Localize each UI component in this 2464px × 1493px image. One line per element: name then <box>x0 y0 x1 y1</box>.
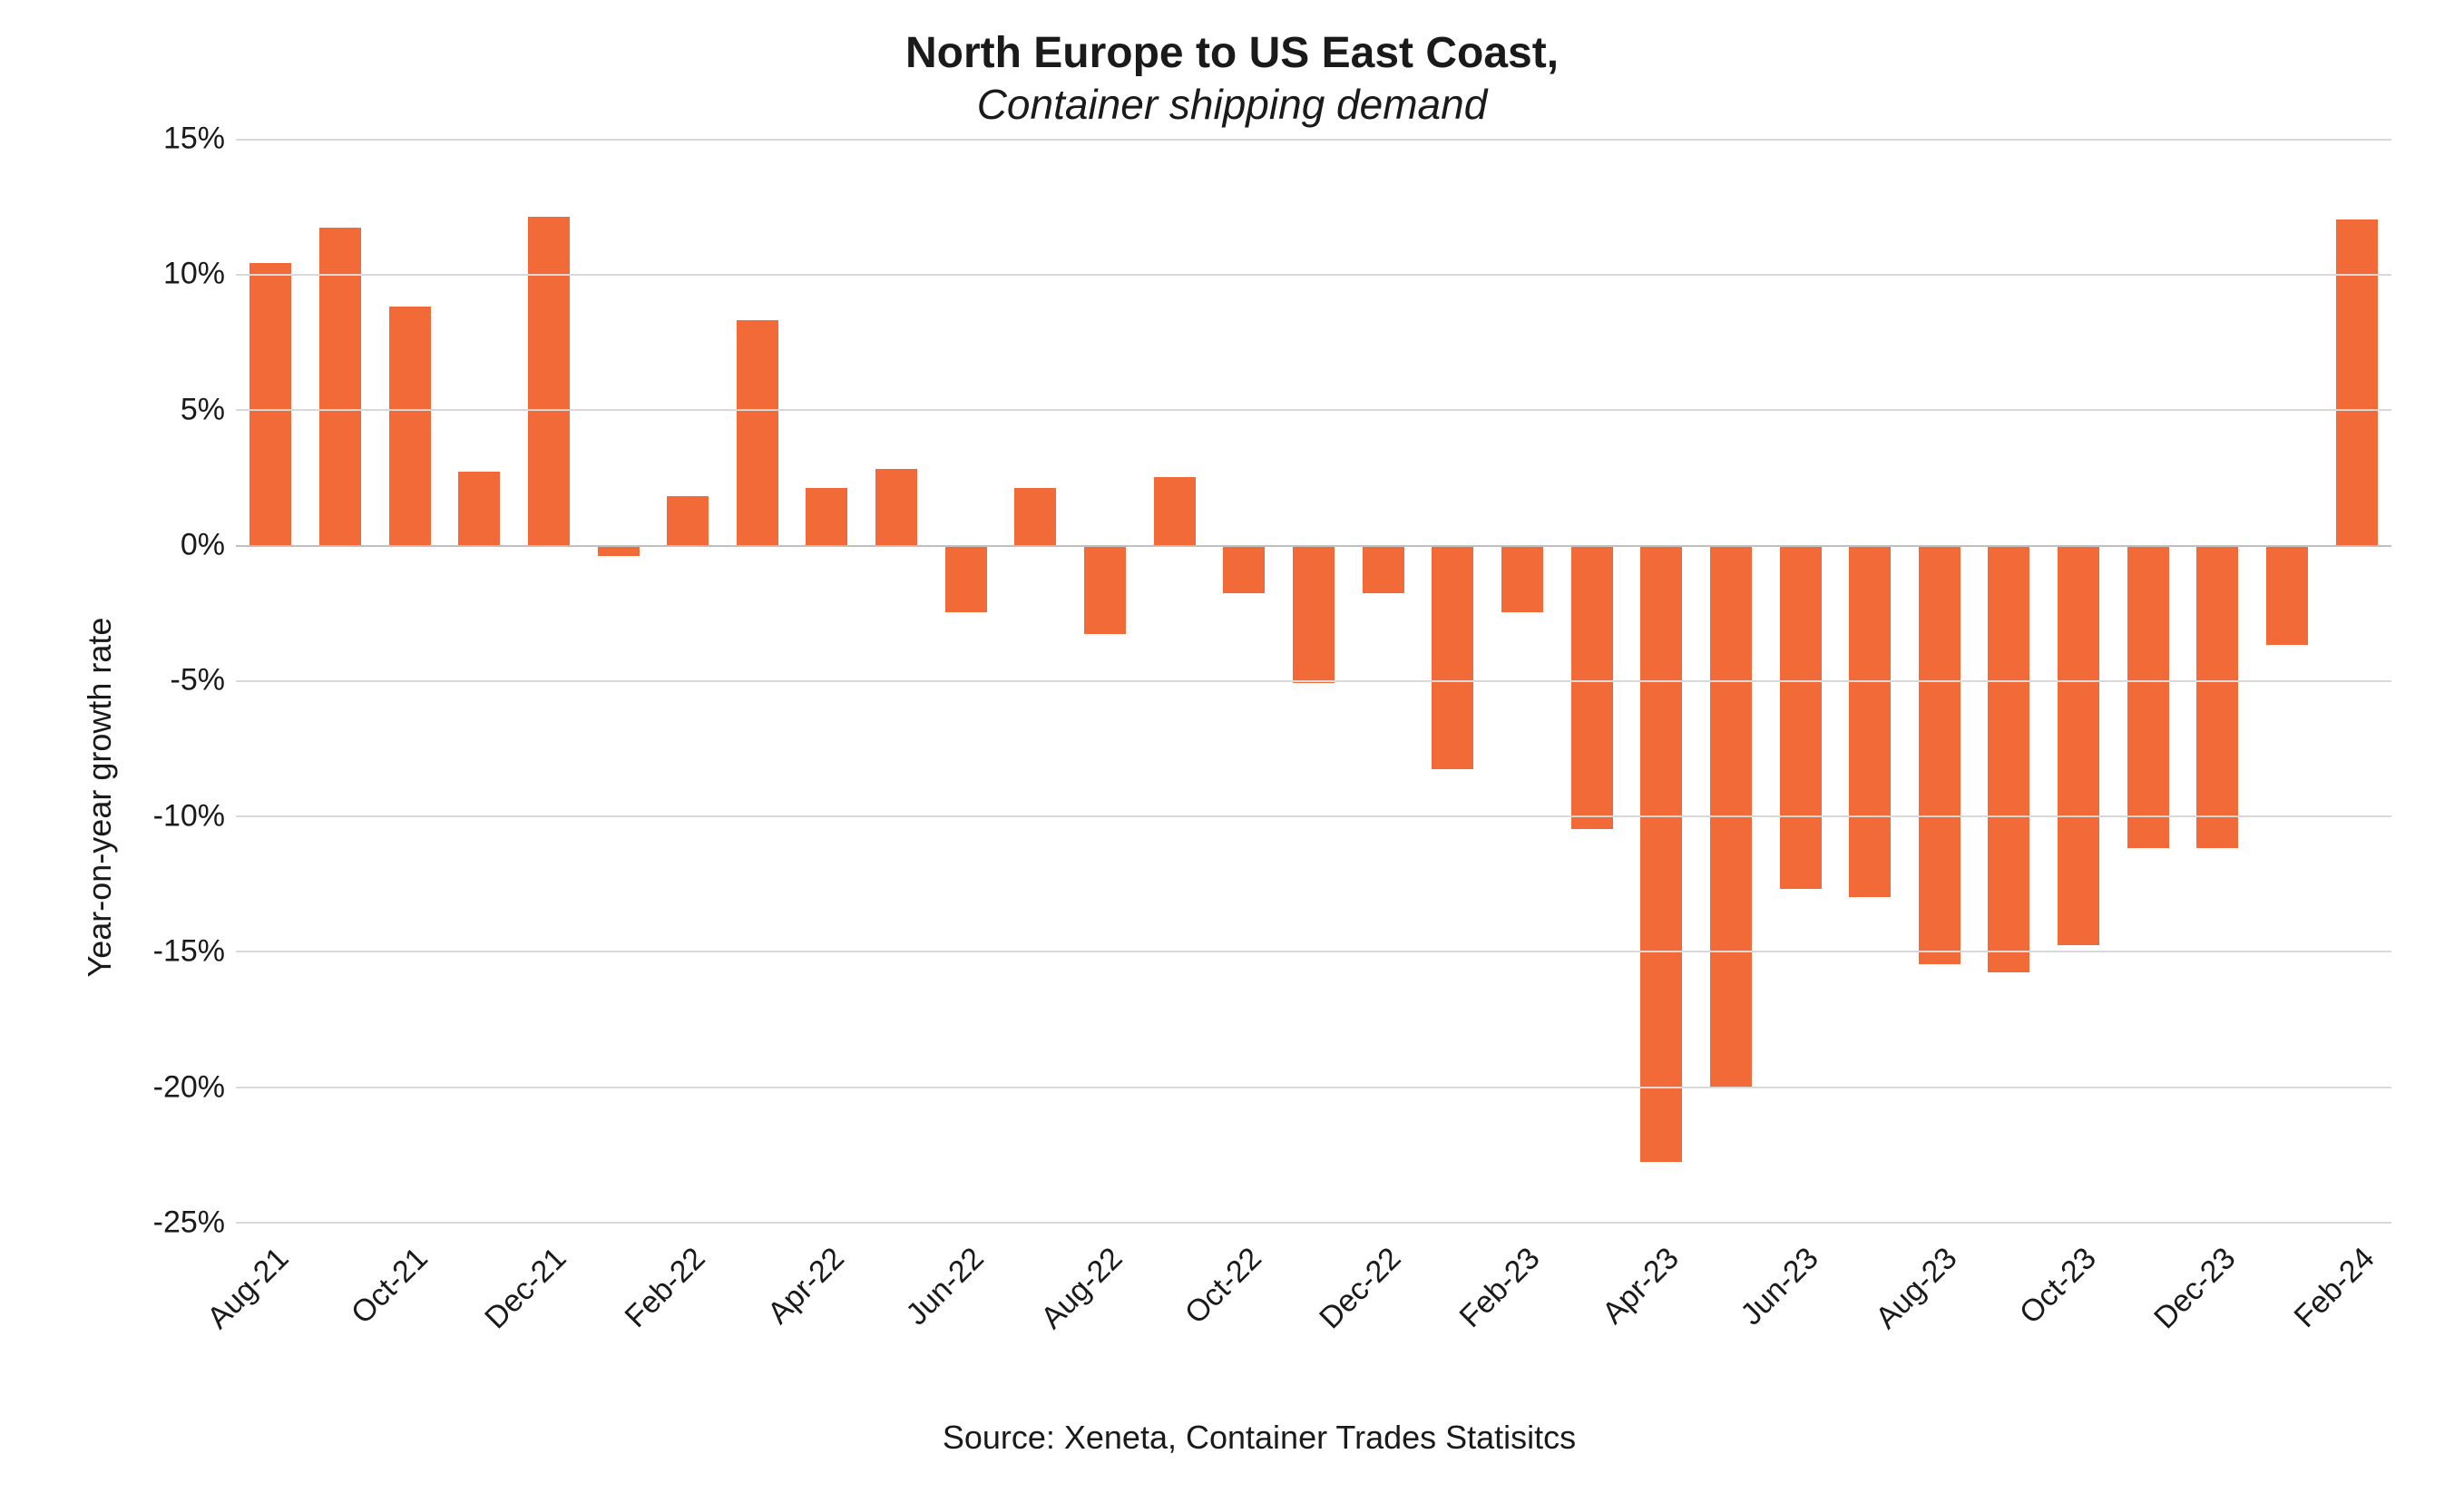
y-axis-tick-label: -10% <box>153 798 225 834</box>
plot-outer: Year-on-year growth rate -25% -20% -15% -10… <box>73 139 2391 1457</box>
bar <box>458 472 500 545</box>
gridline <box>236 815 2391 817</box>
plot-inner: -25%-20%-15%-10%-5%0%5%10%15% Aug-21Oct-… <box>127 139 2391 1457</box>
chart-title-block: North Europe to US East Coast, Container… <box>73 27 2391 130</box>
y-axis-labels: -25%-20%-15%-10%-5%0%5%10%15% <box>127 139 236 1223</box>
x-axis-tick-label: Jun-22 <box>899 1241 991 1332</box>
x-axis-tick-label: Dec-23 <box>2147 1241 2243 1336</box>
y-axis-title-wrap: Year-on-year growth rate <box>73 139 127 1457</box>
x-axis-tick-label: Feb-22 <box>619 1241 713 1335</box>
bar <box>1571 545 1613 829</box>
bar <box>1919 545 1960 965</box>
x-axis-tick-label: Oct-23 <box>2013 1241 2104 1332</box>
y-axis-tick-label: -15% <box>153 934 225 970</box>
bar <box>1223 545 1265 594</box>
gridline <box>236 274 2391 276</box>
y-axis-tick-label: -25% <box>153 1205 225 1241</box>
bar <box>2127 545 2169 848</box>
y-axis-title: Year-on-year growth rate <box>81 618 119 978</box>
gridline <box>236 1087 2391 1088</box>
bar <box>2266 545 2308 645</box>
x-axis-tick-label: Aug-22 <box>1035 1241 1130 1336</box>
bar <box>1780 545 1822 889</box>
x-axis-tick-label: Oct-22 <box>1178 1241 1269 1332</box>
bar <box>2058 545 2099 946</box>
y-axis-tick-label: 5% <box>181 392 225 427</box>
y-axis-tick-label: -5% <box>171 663 225 698</box>
bar <box>1640 545 1682 1163</box>
chart-subtitle: Container shipping demand <box>73 80 2391 130</box>
bar <box>945 545 987 613</box>
x-axis-tick-label: Feb-23 <box>1453 1241 1548 1335</box>
x-axis-row: Aug-21Oct-21Dec-21Feb-22Apr-22Jun-22Aug-… <box>127 1223 2391 1413</box>
x-axis-tick-label: Apr-23 <box>1596 1241 1687 1332</box>
bar <box>1154 477 1196 545</box>
chart-title: North Europe to US East Coast, <box>73 27 2391 80</box>
bar <box>1014 488 1056 545</box>
y-axis-tick-label: 10% <box>163 257 225 292</box>
plot-area <box>236 139 2391 1223</box>
bar <box>2336 220 2378 544</box>
gridline <box>236 139 2391 141</box>
bar <box>1293 545 1335 683</box>
x-axis-tick-label: Dec-21 <box>478 1241 573 1336</box>
bar <box>249 263 291 544</box>
bar <box>1363 545 1404 594</box>
chart-container: North Europe to US East Coast, Container… <box>0 0 2464 1493</box>
gridline <box>236 680 2391 682</box>
gridline <box>236 951 2391 952</box>
x-axis-tick-label: Feb-24 <box>2288 1241 2382 1335</box>
x-axis-labels: Aug-21Oct-21Dec-21Feb-22Apr-22Jun-22Aug-… <box>236 1223 2391 1413</box>
bar <box>1432 545 1473 770</box>
bar <box>1849 545 1891 897</box>
bar <box>389 307 431 545</box>
y-axis-tick-label: 0% <box>181 527 225 562</box>
bar <box>667 496 709 545</box>
bar <box>528 217 570 544</box>
y-axis-tick-label: -20% <box>153 1069 225 1105</box>
x-axis-tick-label: Oct-21 <box>344 1241 435 1332</box>
x-axis-tick-label: Dec-22 <box>1313 1241 1408 1336</box>
bar <box>737 320 778 545</box>
y-axis-tick-label: 15% <box>163 121 225 156</box>
bar <box>1501 545 1543 613</box>
chart-source: Source: Xeneta, Container Trades Statisi… <box>127 1419 2391 1457</box>
bar <box>1084 545 1126 635</box>
bar <box>1988 545 2029 973</box>
x-axis-tick-label: Apr-22 <box>761 1241 852 1332</box>
bar <box>2196 545 2238 848</box>
gridline <box>236 545 2391 547</box>
gridline <box>236 409 2391 411</box>
plot-row: -25%-20%-15%-10%-5%0%5%10%15% <box>127 139 2391 1223</box>
x-axis-tick-label: Aug-23 <box>1869 1241 1964 1336</box>
bar <box>806 488 847 545</box>
x-axis-tick-label: Jun-23 <box>1734 1241 1825 1332</box>
bar <box>875 469 917 545</box>
